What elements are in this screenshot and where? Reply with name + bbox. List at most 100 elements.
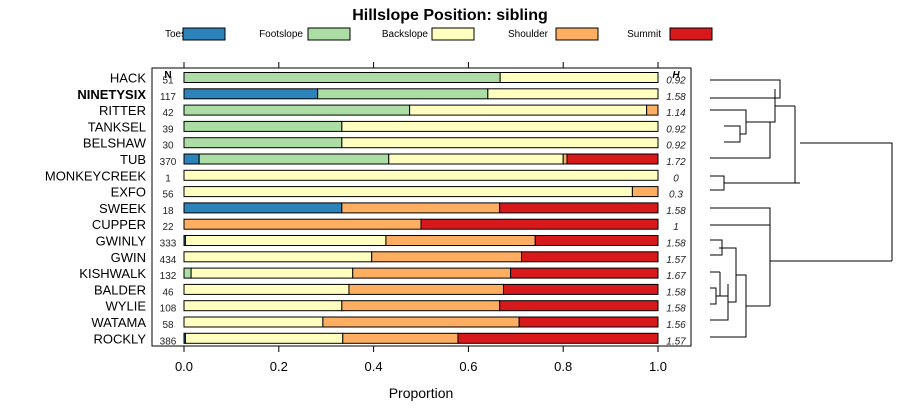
legend-label-backslope: Backslope — [382, 29, 429, 40]
row-ninetysix: NINETYSIX 117 1.58 — [77, 87, 686, 103]
x-axis: 0.0 0.2 0.4 0.6 0.8 1.0 — [175, 62, 667, 374]
row-n-value: 46 — [162, 287, 174, 298]
bar-segment-shoulder — [341, 300, 501, 312]
bar-segment-summit — [518, 316, 659, 328]
bar-segment-summit — [566, 153, 659, 165]
bar-segment-backslope — [190, 267, 354, 279]
row-h-value: 1.67 — [666, 271, 686, 282]
dendrogram-branch — [710, 79, 781, 99]
row-tub: TUB 370 1.72 — [120, 152, 686, 168]
row-ritter: RITTER 42 1.14 — [99, 103, 686, 119]
bar-segment-shoulder — [322, 316, 520, 328]
bar-segment-backslope — [183, 186, 633, 198]
dendrogram-branch — [710, 175, 725, 191]
row-gwin: GWIN 434 1.57 — [111, 250, 687, 266]
x-tick-label: 0.4 — [365, 359, 383, 374]
dendrogram-branch — [770, 89, 776, 123]
row-label: NINETYSIX — [77, 87, 146, 102]
bar-segment-backslope — [388, 153, 564, 165]
row-label: KISHWALK — [79, 266, 146, 281]
row-h-value: 1 — [673, 222, 679, 233]
bar-segment-shoulder — [342, 332, 459, 344]
bar-segment-shoulder — [341, 202, 501, 214]
bar-segment-shoulder — [385, 235, 536, 246]
dendrogram-branch — [714, 287, 717, 305]
legend-swatch-shoulder — [555, 27, 599, 41]
row-label: WYLIE — [106, 299, 147, 314]
bar-segment-toeslope — [183, 153, 200, 165]
bar-segment-summit — [510, 267, 659, 279]
row-h-value: 1.72 — [666, 157, 686, 168]
bar-segment-backslope — [184, 332, 344, 344]
row-label: EXFO — [111, 185, 146, 200]
dendrogram-branch — [710, 207, 771, 226]
bar-segment-summit — [420, 218, 659, 230]
bar-segment-footslope — [198, 153, 390, 165]
row-n-value: 39 — [162, 124, 174, 135]
bar-segment-summit — [457, 332, 659, 344]
bar-segment-summit — [499, 300, 659, 312]
row-label: GWIN — [111, 250, 146, 265]
row-belshaw: BELSHAW 30 0.92 — [83, 136, 686, 152]
row-n-value: 58 — [162, 320, 174, 331]
legend-swatch-backslope — [431, 27, 475, 41]
row-balder: BALDER 46 1.58 — [94, 282, 686, 298]
row-label: MONKEYCREEK — [45, 168, 146, 183]
n-column-header: N — [164, 70, 171, 81]
row-h-value: 1.57 — [666, 255, 686, 266]
row-rockly: ROCKLY 386 1.57 — [94, 331, 687, 347]
bar-segment-summit — [520, 251, 659, 263]
row-label: SWEEK — [99, 201, 146, 216]
row-cupper: CUPPER 22 1 — [92, 217, 679, 233]
bar-segment-backslope — [184, 235, 387, 246]
bar-segment-shoulder — [562, 153, 568, 165]
bar-segment-backslope — [341, 120, 659, 132]
row-n-value: 42 — [162, 108, 174, 119]
bar-segment-footslope — [183, 120, 343, 132]
bar-segment-shoulder — [646, 104, 659, 116]
row-label: ROCKLY — [94, 331, 147, 346]
row-monkeycreek: MONKEYCREEK 1 0 — [45, 168, 679, 184]
bar-segment-backslope — [183, 283, 350, 295]
row-n-value: 370 — [160, 157, 177, 168]
row-h-value: 0.92 — [666, 76, 686, 87]
bar-segment-footslope — [183, 72, 501, 83]
legend-swatch-summit — [669, 27, 713, 41]
x-tick-label: 0.0 — [175, 359, 193, 374]
row-h-value: 1.58 — [666, 239, 686, 250]
row-n-value: 22 — [162, 222, 174, 233]
row-h-value: 1.58 — [666, 206, 686, 217]
bar-segment-summit — [499, 202, 659, 214]
row-n-value: 108 — [160, 304, 177, 315]
bar-segment-shoulder — [183, 218, 422, 230]
legend-label-footslope: Footslope — [259, 29, 303, 40]
chart-title: Hillslope Position: sibling — [352, 7, 548, 24]
bar-segment-backslope — [183, 300, 343, 312]
row-h-value: 0.92 — [666, 141, 686, 152]
row-label: CUPPER — [92, 217, 146, 232]
bar-segment-footslope — [317, 88, 489, 100]
legend-swatch-footslope — [307, 27, 351, 41]
bar-segment-toeslope — [183, 88, 319, 100]
row-n-value: 30 — [162, 141, 174, 152]
x-axis-label: Proportion — [389, 385, 454, 401]
dendrogram-branch — [800, 142, 893, 261]
bar-segment-backslope — [183, 251, 373, 263]
row-n-value: 56 — [162, 190, 174, 201]
legend-label-summit: Summit — [627, 29, 661, 40]
row-exfo: EXFO 56 0.3 — [111, 185, 684, 201]
bar-segment-backslope — [487, 88, 659, 100]
dendrogram-branch — [710, 284, 729, 321]
row-kishwalk: KISHWALK 132 1.67 — [79, 266, 686, 282]
legend: ToeslopeFootslopeBackslopeShoulderSummit — [165, 27, 713, 41]
row-h-value: 1.57 — [666, 336, 686, 347]
row-n-value: 51 — [162, 76, 174, 87]
row-h-value: 1.58 — [666, 92, 686, 103]
row-h-value: 1.58 — [666, 304, 686, 315]
bar-segment-shoulder — [371, 251, 522, 263]
row-watama: WATAMA 58 1.56 — [91, 315, 686, 331]
bar-segment-footslope — [183, 267, 192, 279]
bar-segment-backslope — [499, 72, 659, 83]
bar-segment-footslope — [183, 137, 343, 149]
